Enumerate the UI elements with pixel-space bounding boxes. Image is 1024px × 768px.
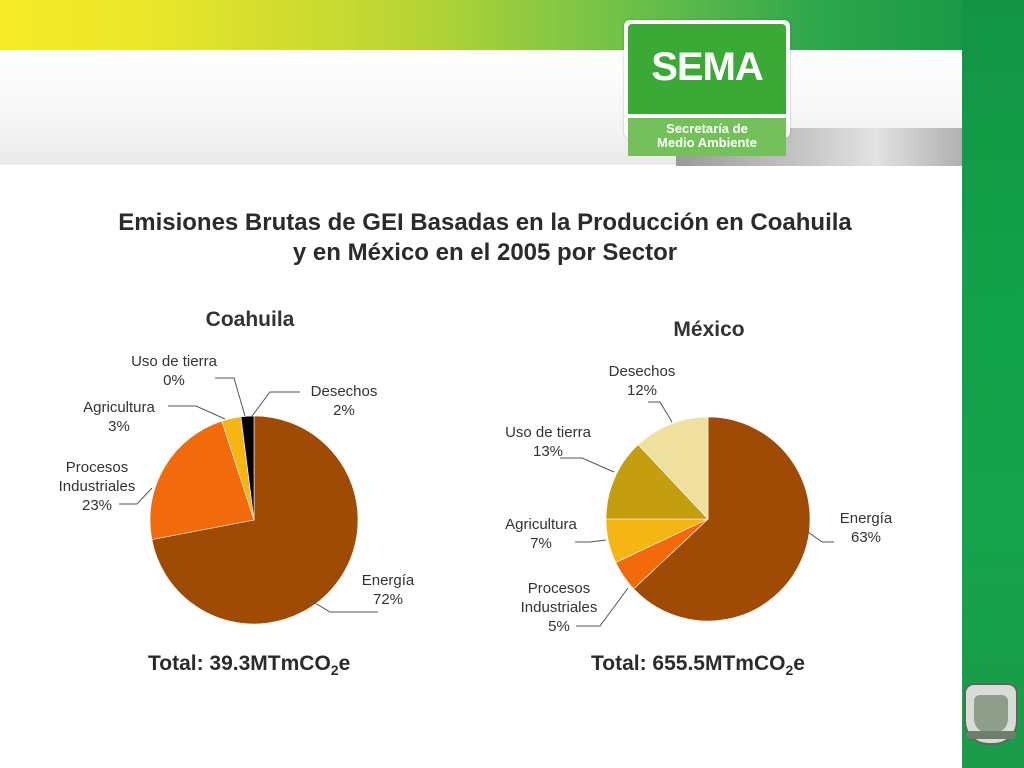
slice-label-line: Desechos (311, 383, 378, 400)
sema-logo-line2: Medio Ambiente (657, 135, 757, 150)
slice-label-1-procesos-industriales: Procesos Industriales 5% (521, 580, 598, 635)
slide-title-line2: y en México en el 2005 por Sector (292, 239, 678, 266)
total-coahuila-subscript: 2 (330, 662, 339, 679)
chart-title-1: México (673, 318, 744, 341)
sema-logo-frame: SEMA Secretaría de Medio Ambiente (624, 20, 790, 156)
leader-line-1-agricultura (575, 539, 607, 543)
chart-title-0: Coahuila (206, 308, 295, 331)
leader-line-1-uso-de-tierra (560, 457, 615, 473)
slide-title-line1: Emisiones Brutas de GEI Basadas en la Pr… (118, 209, 852, 236)
slice-label-line: 72% (373, 591, 403, 608)
pie-charts: Coahuila Energía 72% Procesos Industriales 23… (59, 308, 893, 635)
leader-line-0-energ-a (309, 599, 378, 613)
sema-logo: SEMA Secretaría de Medio Ambiente (624, 20, 790, 156)
slice-label-line: 12% (627, 382, 657, 399)
pie-slice-0-desechos (240, 415, 255, 521)
slice-label-line: Energía (840, 510, 893, 527)
leader-line-1-procesos-industriales (576, 587, 629, 627)
slice-label-line: Desechos (609, 363, 676, 380)
top-gradient-band (0, 0, 1024, 50)
slice-label-line: Procesos (66, 459, 129, 476)
slice-label-line: Procesos (528, 580, 591, 597)
pie-slice-0-energ-a (151, 415, 359, 625)
slice-label-0-procesos-industriales: Procesos Industriales 23% (59, 459, 136, 514)
slice-label-0-energ-a: Energía 72% (362, 572, 415, 608)
slice-label-1-agricultura: Agricultura 7% (505, 516, 577, 552)
leader-line-1-energ-a (807, 531, 834, 543)
leader-line-0-procesos-industriales (119, 487, 153, 505)
slice-label-line: 7% (530, 535, 552, 552)
slice-label-line: Industriales (521, 599, 598, 616)
total-mexico-suffix: e (793, 652, 805, 675)
state-seal-icon (964, 683, 1018, 745)
slide-title: Emisiones Brutas de GEI Basadas en la Pr… (60, 208, 910, 268)
slice-label-line: Uso de tierra (131, 353, 218, 370)
total-mexico: Total: 655.5MTmCO2e (591, 652, 805, 678)
slice-label-line: Agricultura (83, 399, 155, 416)
pie-slice-0-procesos-industriales (149, 420, 255, 540)
leader-line-1-desechos (648, 401, 673, 423)
slice-label-0-desechos: Desechos 2% (311, 383, 378, 419)
sema-logo-line1: Secretaría de (666, 121, 748, 136)
slice-label-line: 13% (533, 443, 563, 460)
pie-slice-1-energ-a (633, 416, 811, 622)
slice-label-1-desechos: Desechos 12% (609, 363, 676, 399)
right-green-band (962, 0, 1024, 768)
slice-label-line: 63% (851, 529, 881, 546)
slice-label-line: 2% (333, 402, 355, 419)
sema-logo-subtitle: Secretaría de Medio Ambiente (628, 118, 786, 156)
slice-label-1-uso-de-tierra: Uso de tierra 13% (505, 424, 592, 460)
state-seal-base (966, 731, 1016, 739)
slice-label-line: Energía (362, 572, 415, 589)
leader-line-0-desechos (251, 391, 300, 417)
slice-label-line: Industriales (59, 478, 136, 495)
leader-line-0-uso-de-tierra (215, 377, 246, 417)
total-mexico-subscript: 2 (785, 662, 794, 679)
total-coahuila: Total: 39.3MTmCO2e (148, 652, 350, 678)
slice-label-line: 0% (163, 372, 185, 389)
slice-label-0-agricultura: Agricultura 3% (83, 399, 155, 435)
slice-label-line: Agricultura (505, 516, 577, 533)
slice-label-line: 23% (82, 497, 112, 514)
slice-label-line: Uso de tierra (505, 424, 592, 441)
total-coahuila-text: Total: 39.3MTmCO (148, 652, 331, 675)
pie-slice-1-uso-de-tierra (605, 444, 709, 520)
slice-label-line: 5% (548, 618, 570, 635)
slice-label-1-energ-a: Energía 63% (840, 510, 893, 546)
state-seal-shield (974, 695, 1008, 733)
pie-slice-1-desechos (637, 416, 709, 520)
total-mexico-text: Total: 655.5MTmCO (591, 652, 786, 675)
total-coahuila-suffix: e (338, 652, 351, 675)
slice-label-0-uso-de-tierra: Uso de tierra 0% (131, 353, 218, 389)
slice-label-line: 3% (108, 418, 130, 435)
leader-line-0-agricultura (168, 405, 226, 420)
sema-logo-name: SEMA (628, 24, 786, 114)
